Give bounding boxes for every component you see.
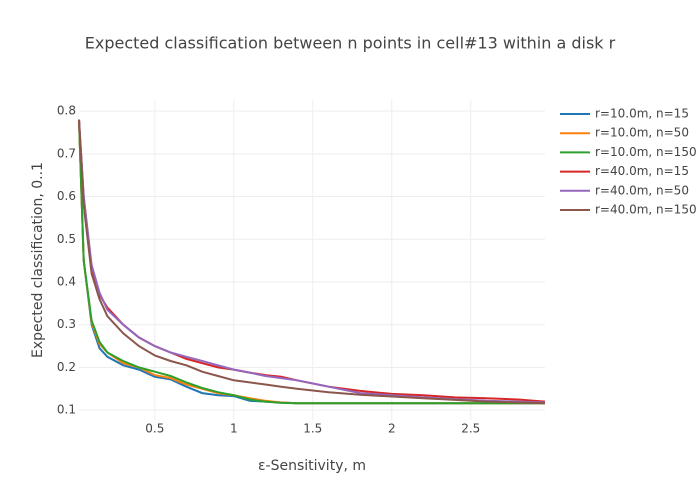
legend-label: r=40.0m, n=150 bbox=[595, 203, 697, 217]
line bbox=[78, 119, 546, 405]
y-tick-label: 0.5 bbox=[57, 232, 76, 246]
x-tick-label: 0.5 bbox=[145, 422, 164, 436]
y-tick-label: 0.1 bbox=[57, 403, 76, 417]
line bbox=[78, 119, 545, 405]
x-tick-label: 1 bbox=[230, 422, 238, 436]
line bbox=[78, 119, 546, 404]
y-axis-title: Expected classification, 0..1 bbox=[30, 162, 46, 358]
y-tick-label: 0.8 bbox=[57, 104, 76, 118]
line bbox=[78, 119, 545, 405]
y-tick-label: 0.4 bbox=[57, 275, 76, 289]
legend-label: r=40.0m, n=15 bbox=[595, 164, 689, 178]
y-tick-label: 0.2 bbox=[57, 360, 76, 374]
x-tick-label: 1.5 bbox=[303, 422, 322, 436]
y-tick-label: 0.3 bbox=[57, 317, 76, 331]
line bbox=[78, 119, 546, 403]
legend-label: r=10.0m, n=15 bbox=[595, 107, 689, 121]
legend-label: r=40.0m, n=50 bbox=[595, 183, 689, 197]
line bbox=[78, 119, 545, 405]
chart-title: Expected classification between n points… bbox=[85, 34, 616, 53]
x-tick-label: 2 bbox=[388, 422, 396, 436]
y-tick-label: 0.7 bbox=[57, 146, 76, 160]
legend-label: r=10.0m, n=150 bbox=[595, 145, 697, 159]
legend-label: r=10.0m, n=50 bbox=[595, 126, 689, 140]
x-tick-label: 2.5 bbox=[461, 422, 480, 436]
y-tick-label: 0.6 bbox=[57, 189, 76, 203]
x-axis-title: ε-Sensitivity, m bbox=[258, 458, 366, 474]
